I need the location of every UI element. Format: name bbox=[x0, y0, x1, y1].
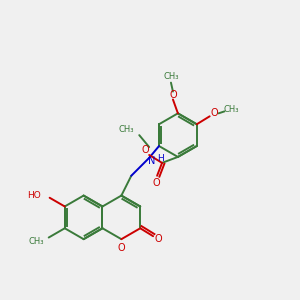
Text: O: O bbox=[169, 89, 177, 100]
Text: CH₃: CH₃ bbox=[119, 125, 134, 134]
Text: HO: HO bbox=[27, 191, 41, 200]
Text: N: N bbox=[148, 156, 156, 166]
Text: O: O bbox=[118, 243, 125, 253]
Text: O: O bbox=[154, 234, 162, 244]
Text: CH₃: CH₃ bbox=[163, 72, 179, 81]
Text: H: H bbox=[157, 154, 164, 164]
Text: CH₃: CH₃ bbox=[224, 105, 239, 114]
Text: CH₃: CH₃ bbox=[28, 237, 44, 246]
Text: O: O bbox=[141, 145, 149, 155]
Text: O: O bbox=[211, 108, 218, 118]
Text: O: O bbox=[152, 178, 160, 188]
